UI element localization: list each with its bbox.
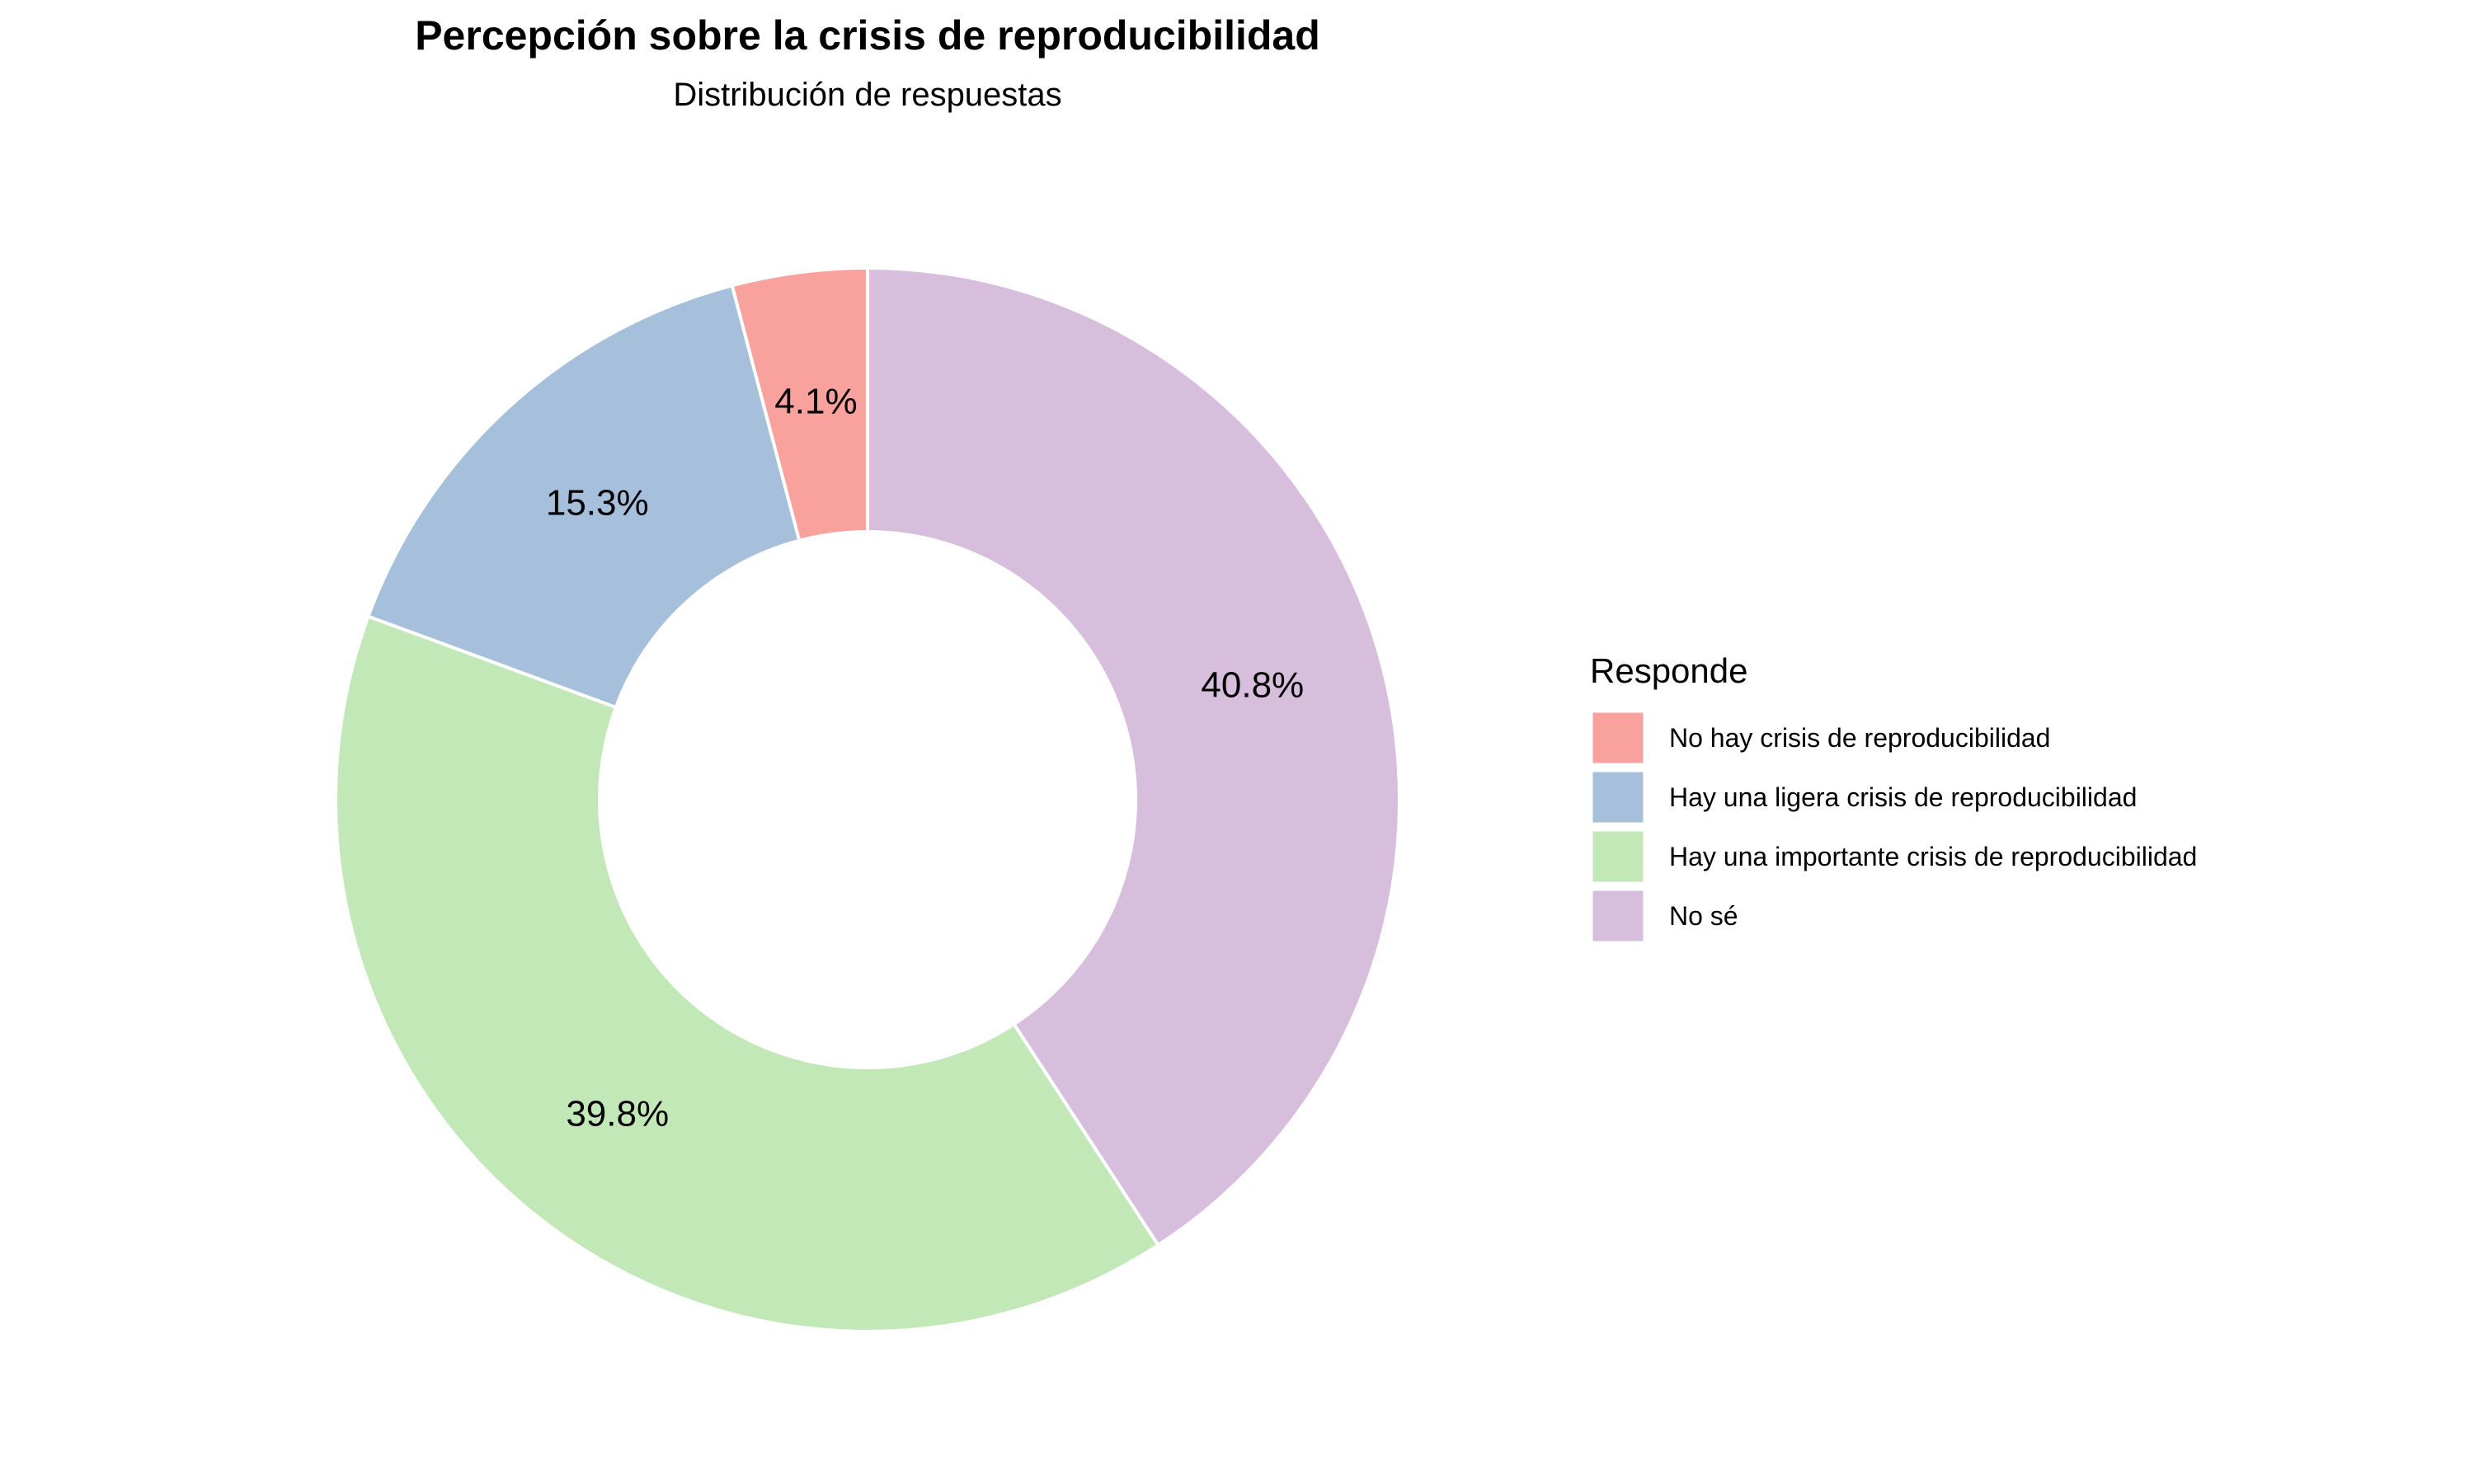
legend: Responde No hay crisis de reproducibilid… [1590, 651, 2197, 944]
legend-label: Hay una ligera crisis de reproducibilida… [1669, 782, 2137, 812]
pie-slice [334, 614, 1161, 1333]
legend-label: No hay crisis de reproducibilidad [1669, 723, 2050, 753]
chart-title: Percepción sobre la crisis de reproducib… [415, 12, 1320, 59]
slice-data-label: 40.8% [1201, 665, 1304, 706]
pie-slices [334, 265, 1401, 1333]
legend-swatch [1590, 710, 1646, 766]
pie-slice [866, 265, 1401, 1247]
slice-data-label: 4.1% [774, 382, 857, 422]
legend-label: No sé [1669, 901, 1738, 931]
legend-title: Responde [1590, 651, 1747, 690]
legend-swatch [1590, 769, 1646, 825]
slice-data-label: 39.8% [566, 1094, 669, 1134]
chart-subtitle: Distribución de respuestas [673, 77, 1061, 113]
slice-data-label: 15.3% [546, 482, 649, 523]
legend-swatch [1590, 888, 1646, 944]
pie-slice [365, 283, 802, 710]
legend-swatch [1590, 829, 1646, 885]
slice-labels: 4.1% 15.3% 39.8% 40.8% [546, 382, 1304, 1134]
legend-items: No hay crisis de reproducibilidad Hay una… [1590, 710, 2197, 944]
legend-label: Hay una importante crisis de reproducibi… [1669, 842, 2197, 871]
